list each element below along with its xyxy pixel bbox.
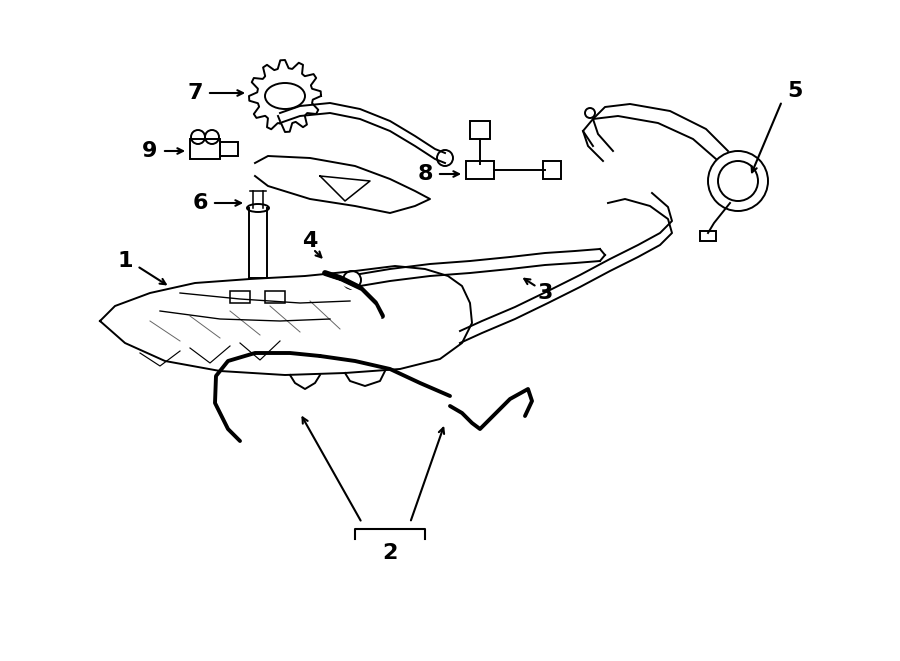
Text: 3: 3	[537, 283, 553, 303]
Text: 4: 4	[302, 231, 318, 251]
Text: 6: 6	[193, 193, 208, 213]
Text: 2: 2	[382, 543, 398, 563]
Text: 9: 9	[142, 141, 157, 161]
Text: 5: 5	[788, 81, 803, 101]
Text: 1: 1	[117, 251, 133, 271]
Text: 8: 8	[418, 164, 433, 184]
Text: 7: 7	[187, 83, 202, 103]
